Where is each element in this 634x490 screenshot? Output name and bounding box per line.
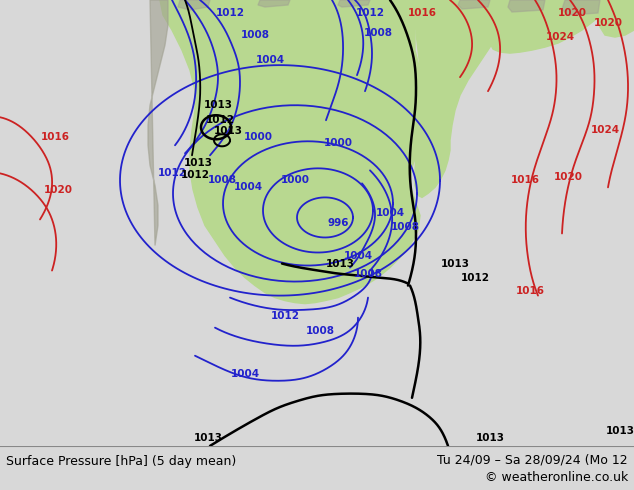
Text: 1016: 1016: [408, 8, 436, 18]
Text: 1024: 1024: [590, 125, 619, 135]
Text: 1013: 1013: [476, 433, 505, 443]
Text: 1013: 1013: [325, 259, 354, 269]
Text: 1020: 1020: [44, 185, 72, 196]
Text: 1016: 1016: [510, 175, 540, 185]
Text: 1000: 1000: [280, 175, 309, 185]
Text: 1004: 1004: [233, 182, 262, 193]
Polygon shape: [562, 0, 600, 15]
Text: 1000: 1000: [323, 138, 353, 148]
Text: 1004: 1004: [230, 369, 259, 379]
Polygon shape: [458, 0, 490, 9]
Polygon shape: [508, 0, 545, 12]
Polygon shape: [258, 0, 290, 7]
Text: 1016: 1016: [515, 286, 545, 295]
Polygon shape: [148, 0, 168, 245]
Text: 1013: 1013: [605, 426, 634, 436]
Text: 1004: 1004: [256, 55, 285, 65]
Text: 996: 996: [327, 219, 349, 228]
Polygon shape: [488, 0, 610, 53]
Text: 1012: 1012: [181, 171, 209, 180]
Text: 1016: 1016: [41, 132, 70, 142]
Text: 1020: 1020: [557, 8, 586, 18]
Text: 1012: 1012: [216, 8, 245, 18]
Text: Surface Pressure [hPa] (5 day mean): Surface Pressure [hPa] (5 day mean): [6, 455, 236, 468]
Text: 1008: 1008: [391, 222, 420, 232]
Text: 1013: 1013: [214, 126, 242, 136]
Text: 1012: 1012: [205, 115, 235, 125]
Text: 1008: 1008: [240, 30, 269, 40]
Text: 1012: 1012: [356, 8, 384, 18]
Polygon shape: [160, 0, 428, 304]
Text: 1020: 1020: [553, 172, 583, 182]
Text: Tu 24/09 – Sa 28/09/24 (Mo 12: Tu 24/09 – Sa 28/09/24 (Mo 12: [437, 453, 628, 466]
Polygon shape: [598, 0, 634, 37]
Text: 1004: 1004: [344, 250, 373, 261]
Text: 1008: 1008: [207, 175, 236, 185]
Text: 1008: 1008: [354, 269, 382, 278]
Text: 1004: 1004: [375, 208, 404, 219]
Polygon shape: [415, 0, 515, 197]
Text: 1013: 1013: [441, 259, 470, 269]
Text: 1024: 1024: [545, 32, 574, 42]
Text: 1000: 1000: [243, 132, 273, 142]
Text: 1020: 1020: [593, 18, 623, 28]
Text: 1013: 1013: [183, 158, 212, 169]
Text: 1008: 1008: [363, 28, 392, 38]
Polygon shape: [338, 0, 370, 7]
Text: 1012: 1012: [271, 311, 299, 320]
Text: 1008: 1008: [306, 326, 335, 336]
Text: 1013: 1013: [204, 100, 233, 110]
Text: © weatheronline.co.uk: © weatheronline.co.uk: [485, 471, 628, 485]
Text: 1012: 1012: [157, 169, 186, 178]
Polygon shape: [178, 0, 210, 10]
Text: 1013: 1013: [193, 433, 223, 443]
Text: 1012: 1012: [460, 272, 489, 283]
